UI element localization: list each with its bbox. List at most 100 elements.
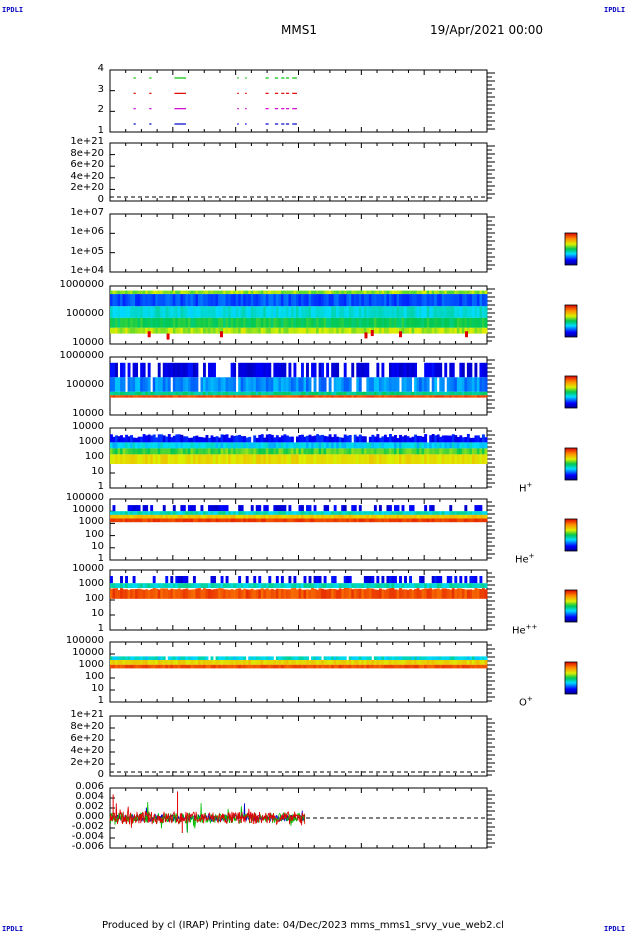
spectrogram-cell [275,442,279,449]
spectrogram-cell [132,576,136,584]
spectrogram-cell [376,664,380,669]
spectrogram-cell [162,664,166,669]
spectrogram-cell [185,317,189,328]
spectrogram-cell [170,656,174,660]
spectrogram-cell [303,436,307,443]
spectrogram-cell [426,294,430,307]
spectrogram-cell [386,306,390,318]
spectrogram-cell [361,391,365,396]
spectrogram-cell [132,656,136,660]
spectrogram-cell [240,656,244,660]
y-tick-label: 8e+20 [70,147,104,159]
spectrogram-cell [316,664,319,669]
spectrogram-cell [147,448,151,455]
spectrogram-cell [333,362,337,378]
spectrogram-cell [248,664,252,669]
corner-label-top-left: IPDLI [2,6,24,14]
spectrogram-cell [137,656,141,660]
spectrogram-cell [454,511,458,515]
spectrogram-cell [361,448,365,455]
spectrogram-cell [117,306,121,318]
spectrogram-cell [122,294,126,307]
spectrogram-cell [115,362,118,378]
spectrogram-cell [233,317,237,328]
spectrogram-cell [399,511,402,515]
spectrogram-cell [147,454,151,464]
spectrogram-cell [220,583,224,588]
spectrogram-cell [446,391,450,396]
spectrogram-cell [235,518,239,523]
spectrogram-cell [341,437,345,443]
spectrogram-cell [122,448,126,455]
spectrogram-cell [162,294,166,307]
spectrogram-cell [411,511,415,515]
spectrogram-cell [391,294,395,307]
spectrogram-cell [293,664,297,669]
spectrogram-cell [230,290,234,295]
spectrogram-cell [358,454,362,464]
spectrogram-cell [308,583,312,588]
spectrogram-cell [200,437,204,443]
spectrogram-cell [225,660,229,665]
spectrogram-cell [451,434,455,443]
spectrogram-cell [313,514,317,519]
spectrogram-cell [416,656,420,660]
spectrogram-cell [378,437,382,443]
spectrogram-cell [444,448,448,455]
spectrogram-cell [185,660,189,665]
spectrogram-cell [404,511,407,515]
y-tick-label: 10000 [72,421,104,432]
spectrogram-cell [298,317,302,328]
spectrogram-cell [245,395,249,398]
spectrogram-cell [323,290,327,295]
spectrogram-cell [381,664,385,669]
spectrogram-cell [421,391,425,396]
spectrogram-cell [469,656,473,660]
spectrogram-cell [378,377,382,392]
spectrogram-cell [331,362,335,378]
spectrogram-cell [436,511,440,515]
spectrogram-cell [386,442,390,449]
spectrogram-cell [301,448,304,455]
y-tick-label: 4e+20 [70,745,104,756]
spectrogram-cell [333,664,337,669]
spectrogram-cell [165,391,169,396]
spectrogram-cell [270,656,274,660]
y-tick-label: -0.004 [71,831,104,842]
spectrogram-cell [255,448,259,455]
spectrogram-cell [142,294,146,307]
spectrogram-cell [348,656,352,660]
spectrogram-cell [371,442,375,449]
spectrogram-cell [401,454,405,464]
spectrogram-cell [429,395,433,398]
spectrogram-cell [476,660,480,665]
spectrogram-cell [401,290,405,295]
spectrogram-cell [208,317,211,328]
spectrogram-cell [321,362,325,378]
spectrogram-cell [471,306,475,318]
spectrogram-cell [311,395,314,398]
spectrogram-cell [255,395,259,398]
spectrogram-cell [301,306,304,318]
spectrogram-cell [162,583,166,588]
spectrogram-cell [145,454,149,464]
spectrogram-cell [223,656,227,660]
spectrogram-cell [152,583,156,588]
spectrogram-cell [243,660,247,665]
spectrogram-cell [258,377,262,392]
spectrogram-cell [348,454,352,464]
spectrogram-cell [215,505,219,512]
spectrogram-cell [306,505,309,512]
spectrogram-cell [255,294,259,307]
spectrogram-cell [177,290,181,295]
panel-frame [109,641,488,703]
spectrogram-cell [386,664,390,669]
spectrogram-cell [152,294,156,307]
spectrogram-cell [137,518,141,523]
spectrogram-cell [283,589,287,599]
spectrogram-cell [180,362,184,378]
spectrogram-cell [117,454,121,464]
spectrogram-cell [388,518,392,523]
spectrogram-cell [295,583,299,588]
spectrogram-cell [306,589,309,599]
